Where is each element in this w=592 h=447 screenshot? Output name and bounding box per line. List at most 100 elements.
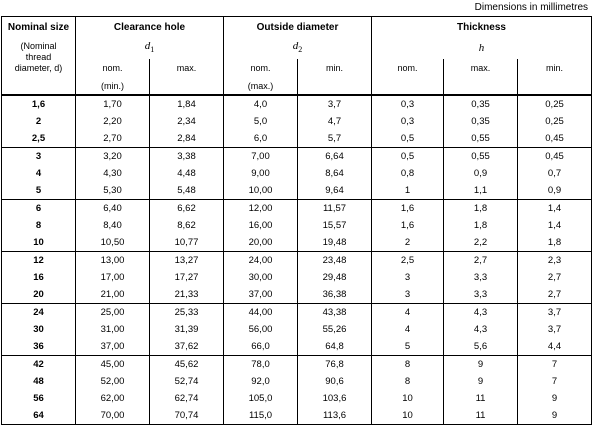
thickness-min-cell: 0,7 bbox=[517, 164, 592, 182]
outside-diameter-symbol: d2 bbox=[223, 38, 373, 59]
clearance-nom-cell: 62,00 bbox=[75, 389, 150, 407]
outside-min-cell: 55,26 bbox=[297, 320, 373, 338]
thickness-max-cell: 11 bbox=[443, 389, 519, 407]
thickness-max-cell: 9 bbox=[443, 354, 519, 373]
thickness-min-cell: 0,45 bbox=[517, 129, 592, 147]
nominal-size-cell: 5 bbox=[1, 181, 76, 199]
nominal-size-cell: 36 bbox=[1, 337, 76, 355]
outside-nom-cell: 66,0 bbox=[223, 337, 298, 355]
nominal-size-cell: 3 bbox=[1, 146, 76, 165]
empty-cell bbox=[149, 78, 224, 95]
table-row: 42 45,00 45,62 78,0 76,8 8 9 7 bbox=[1, 354, 592, 373]
thickness-min-cell: 0,45 bbox=[517, 146, 592, 165]
nominal-size-cell: 24 bbox=[1, 302, 76, 321]
table-body: 1,6 1,70 1,84 4,0 3,7 0,3 0,35 0,25 2 2,20 2,34 5,0… bbox=[1, 93, 592, 425]
clearance-nom-cell: 17,00 bbox=[75, 268, 150, 286]
outside-nom-cell: 115,0 bbox=[223, 406, 298, 425]
thickness-nom-cell: 3 bbox=[371, 268, 445, 286]
clearance-min-paren-label: (min.) bbox=[75, 78, 150, 95]
thickness-nom-cell: 0,3 bbox=[371, 93, 445, 113]
outside-min-cell: 5,7 bbox=[297, 129, 373, 147]
nominal-note-line-1: (Nominal bbox=[20, 40, 57, 51]
clearance-max-cell: 2,84 bbox=[149, 129, 224, 147]
nominal-size-cell: 6 bbox=[1, 198, 76, 217]
outside-nom-cell: 37,00 bbox=[223, 285, 298, 303]
thickness-min-cell: 2,7 bbox=[517, 285, 592, 303]
clearance-nom-cell: 10,50 bbox=[75, 233, 150, 251]
thickness-nom-cell: 0,8 bbox=[371, 164, 445, 182]
clearance-max-cell: 52,74 bbox=[149, 372, 224, 390]
thickness-max-cell: 4,3 bbox=[443, 302, 519, 321]
table-row: 4 4,30 4,48 9,00 8,64 0,8 0,9 0,7 bbox=[1, 164, 592, 182]
nominal-size-cell: 2,5 bbox=[1, 129, 76, 147]
outside-min-cell: 23,48 bbox=[297, 250, 373, 269]
thickness-max-cell: 9 bbox=[443, 372, 519, 390]
clearance-max-cell: 37,62 bbox=[149, 337, 224, 355]
outside-diameter-header: Outside diameter bbox=[223, 16, 373, 39]
nominal-size-header: Nominal size bbox=[1, 16, 76, 39]
thickness-nom-cell: 0,3 bbox=[371, 112, 445, 130]
outside-nom-cell: 6,0 bbox=[223, 129, 298, 147]
clearance-max-cell: 70,74 bbox=[149, 406, 224, 425]
thickness-max-cell: 1,8 bbox=[443, 216, 519, 234]
outside-min-cell: 11,57 bbox=[297, 198, 373, 217]
clearance-nom-cell: 52,00 bbox=[75, 372, 150, 390]
clearance-nom-cell: 31,00 bbox=[75, 320, 150, 338]
thickness-max-label: max. bbox=[443, 58, 519, 95]
thickness-max-cell: 0,55 bbox=[443, 129, 519, 147]
outside-nom-cell: 30,00 bbox=[223, 268, 298, 286]
table-row: 5 5,30 5,48 10,00 9,64 1 1,1 0,9 bbox=[1, 181, 592, 199]
outside-nom-cell: 7,00 bbox=[223, 146, 298, 165]
thickness-nom-cell: 2 bbox=[371, 233, 445, 251]
nominal-thread-note: (Nominal thread diameter, d) bbox=[1, 38, 76, 95]
clearance-max-cell: 31,39 bbox=[149, 320, 224, 338]
table-row: 12 13,00 13,27 24,00 23,48 2,5 2,7 2,3 bbox=[1, 250, 592, 269]
clearance-max-cell: 17,27 bbox=[149, 268, 224, 286]
nominal-size-cell: 56 bbox=[1, 389, 76, 407]
outside-min-cell: 36,38 bbox=[297, 285, 373, 303]
thickness-min-cell: 7 bbox=[517, 372, 592, 390]
units-caption: Dimensions in millimetres bbox=[474, 2, 588, 13]
nominal-size-cell: 48 bbox=[1, 372, 76, 390]
thickness-nom-cell: 4 bbox=[371, 302, 445, 321]
nominal-note-line-3: diameter, d) bbox=[14, 62, 63, 73]
thickness-min-cell: 0,9 bbox=[517, 181, 592, 199]
thickness-min-cell: 9 bbox=[517, 406, 592, 425]
clearance-nom-cell: 21,00 bbox=[75, 285, 150, 303]
thickness-min-cell: 9 bbox=[517, 389, 592, 407]
thickness-nom-cell: 1,6 bbox=[371, 198, 445, 217]
nominal-size-cell: 12 bbox=[1, 250, 76, 269]
thickness-nom-cell: 3 bbox=[371, 285, 445, 303]
clearance-nom-cell: 37,00 bbox=[75, 337, 150, 355]
outside-nom-cell: 105,0 bbox=[223, 389, 298, 407]
thickness-min-label: min. bbox=[517, 58, 592, 95]
clearance-nom-cell: 45,00 bbox=[75, 354, 150, 373]
table-row: 16 17,00 17,27 30,00 29,48 3 3,3 2,7 bbox=[1, 268, 592, 286]
clearance-max-cell: 45,62 bbox=[149, 354, 224, 373]
thickness-nom-cell: 10 bbox=[371, 389, 445, 407]
thickness-max-cell: 0,35 bbox=[443, 112, 519, 130]
thickness-nom-cell: 4 bbox=[371, 320, 445, 338]
outside-min-cell: 64,8 bbox=[297, 337, 373, 355]
clearance-nom-cell: 6,40 bbox=[75, 198, 150, 217]
table-row: 2,5 2,70 2,84 6,0 5,7 0,5 0,55 0,45 bbox=[1, 129, 592, 147]
outside-min-cell: 4,7 bbox=[297, 112, 373, 130]
outside-min-cell: 29,48 bbox=[297, 268, 373, 286]
clearance-max-cell: 25,33 bbox=[149, 302, 224, 321]
table-row: 2 2,20 2,34 5,0 4,7 0,3 0,35 0,25 bbox=[1, 112, 592, 130]
table-row: 20 21,00 21,33 37,00 36,38 3 3,3 2,7 bbox=[1, 285, 592, 303]
thickness-nom-cell: 0,5 bbox=[371, 129, 445, 147]
clearance-max-cell: 21,33 bbox=[149, 285, 224, 303]
outside-min-cell: 3,7 bbox=[297, 93, 373, 113]
outside-min-cell: 6,64 bbox=[297, 146, 373, 165]
nominal-size-cell: 16 bbox=[1, 268, 76, 286]
table-row: 8 8,40 8,62 16,00 15,57 1,6 1,8 1,4 bbox=[1, 216, 592, 234]
thickness-min-cell: 1,8 bbox=[517, 233, 592, 251]
thickness-nom-cell: 5 bbox=[371, 337, 445, 355]
nominal-size-cell: 4 bbox=[1, 164, 76, 182]
table-row: 30 31,00 31,39 56,00 55,26 4 4,3 3,7 bbox=[1, 320, 592, 338]
clearance-nom-cell: 2,20 bbox=[75, 112, 150, 130]
nominal-size-cell: 42 bbox=[1, 354, 76, 373]
clearance-max-cell: 4,48 bbox=[149, 164, 224, 182]
nominal-size-cell: 20 bbox=[1, 285, 76, 303]
